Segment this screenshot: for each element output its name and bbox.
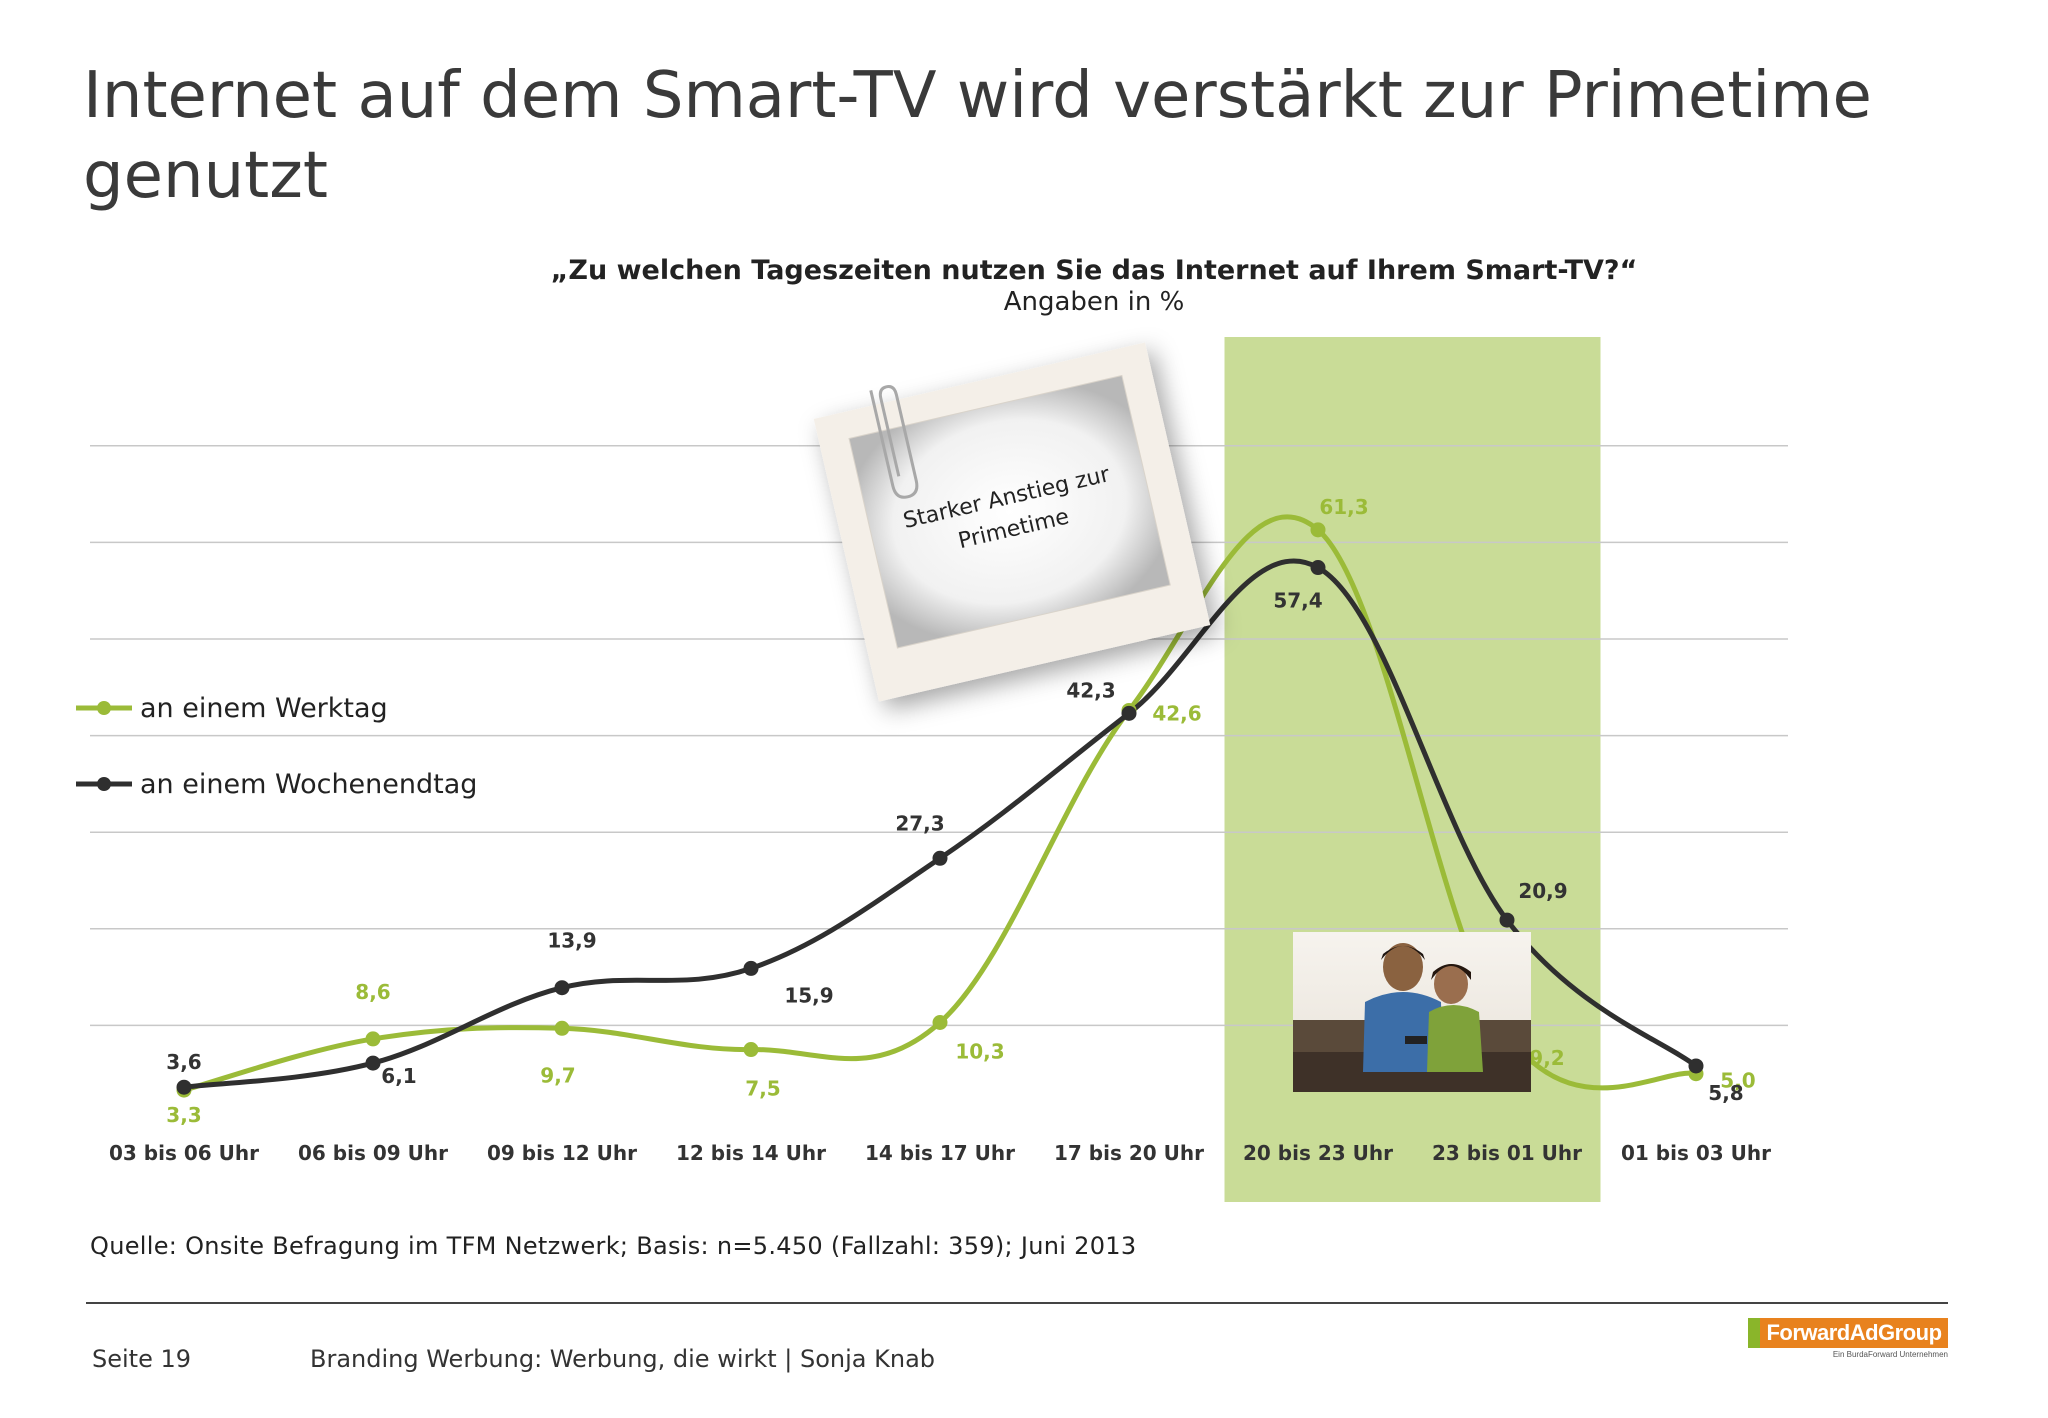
- legend-item-werktag: an einem Werktag: [76, 688, 477, 728]
- legend-label-werktag: an einem Werktag: [140, 692, 388, 724]
- data-label-1-2: 13,9: [547, 929, 596, 953]
- data-label-1-1: 6,1: [381, 1064, 416, 1088]
- data-label-0-7: 9,2: [1529, 1046, 1564, 1070]
- data-label-1-0: 3,6: [166, 1050, 201, 1074]
- data-label-1-4: 27,3: [895, 811, 944, 835]
- data-point-1-4: [932, 850, 948, 866]
- x-tick-label: 17 bis 20 Uhr: [1054, 1141, 1204, 1165]
- legend-marker-wochenendtag: [76, 777, 132, 791]
- x-tick-label: 12 bis 14 Uhr: [676, 1141, 826, 1165]
- x-tick-label: 09 bis 12 Uhr: [487, 1141, 637, 1165]
- data-label-0-6: 61,3: [1319, 495, 1368, 519]
- data-label-0-5: 42,6: [1152, 701, 1201, 725]
- x-tick-label: 03 bis 06 Uhr: [109, 1141, 259, 1165]
- data-point-0-4: [932, 1015, 948, 1031]
- data-label-0-4: 10,3: [955, 1040, 1004, 1064]
- page-title: Internet auf dem Smart-TV wird verstärkt…: [83, 59, 1872, 213]
- page-number: Seite 19: [92, 1345, 192, 1373]
- data-label-1-3: 15,9: [784, 983, 833, 1007]
- data-point-1-3: [743, 960, 759, 976]
- data-point-0-6: [1310, 522, 1326, 538]
- company-logo: ForwardAdGroup Ein BurdaForward Unterneh…: [1748, 1318, 1948, 1359]
- data-point-1-7: [1499, 912, 1515, 928]
- data-label-0-1: 8,6: [355, 980, 390, 1004]
- x-tick-label: 20 bis 23 Uhr: [1243, 1141, 1393, 1165]
- data-point-0-3: [743, 1042, 759, 1058]
- x-tick-label: 23 bis 01 Uhr: [1432, 1141, 1582, 1165]
- data-point-1-0: [176, 1079, 192, 1095]
- x-tick-label: 06 bis 09 Uhr: [298, 1141, 448, 1165]
- legend-label-wochenendtag: an einem Wochenendtag: [140, 768, 478, 800]
- data-label-0-8: 5,0: [1720, 1069, 1755, 1093]
- paperclip-icon: [869, 385, 919, 499]
- x-tick-label: 01 bis 03 Uhr: [1621, 1141, 1771, 1165]
- data-label-1-5: 42,3: [1066, 678, 1115, 702]
- chart-legend: an einem Werktag an einem Wochenendtag: [76, 688, 477, 840]
- data-point-1-1: [365, 1055, 381, 1071]
- data-label-0-3: 7,5: [745, 1077, 780, 1101]
- legend-item-wochenendtag: an einem Wochenendtag: [76, 764, 477, 804]
- data-point-1-2: [554, 980, 570, 996]
- data-point-0-2: [554, 1020, 570, 1036]
- data-label-0-0: 3,3: [166, 1103, 201, 1127]
- data-point-1-6: [1310, 560, 1326, 576]
- x-tick-label: 14 bis 17 Uhr: [865, 1141, 1015, 1165]
- legend-marker-werktag: [76, 701, 132, 715]
- footer-text: Branding Werbung: Werbung, die wirkt | S…: [310, 1345, 936, 1373]
- footer-divider: [86, 1302, 1948, 1304]
- data-label-0-2: 9,7: [540, 1063, 575, 1087]
- source-note: Quelle: Onsite Befragung im TFM Netzwerk…: [90, 1232, 1137, 1260]
- logo-tagline: Ein BurdaForward Unternehmen: [1832, 1350, 1948, 1359]
- chart-subtitle: Angaben in %: [1003, 287, 1185, 317]
- data-label-1-7: 20,9: [1518, 879, 1567, 903]
- series-line-1: [181, 558, 1699, 1090]
- data-point-1-5: [1121, 705, 1137, 721]
- annotation-note: Starker Anstieg zurPrimetime: [813, 342, 1211, 702]
- data-label-1-8: 5,8: [1708, 1081, 1743, 1105]
- data-point-1-8: [1688, 1058, 1704, 1074]
- logo-wordmark: ForwardAdGroup: [1748, 1318, 1948, 1348]
- series-line-0: [181, 514, 1699, 1093]
- data-label-1-6: 57,4: [1273, 589, 1322, 613]
- couple-photo: [1293, 932, 1531, 1092]
- chart-title: „Zu welchen Tageszeiten nutzen Sie das I…: [550, 255, 1638, 286]
- data-point-0-1: [365, 1031, 381, 1047]
